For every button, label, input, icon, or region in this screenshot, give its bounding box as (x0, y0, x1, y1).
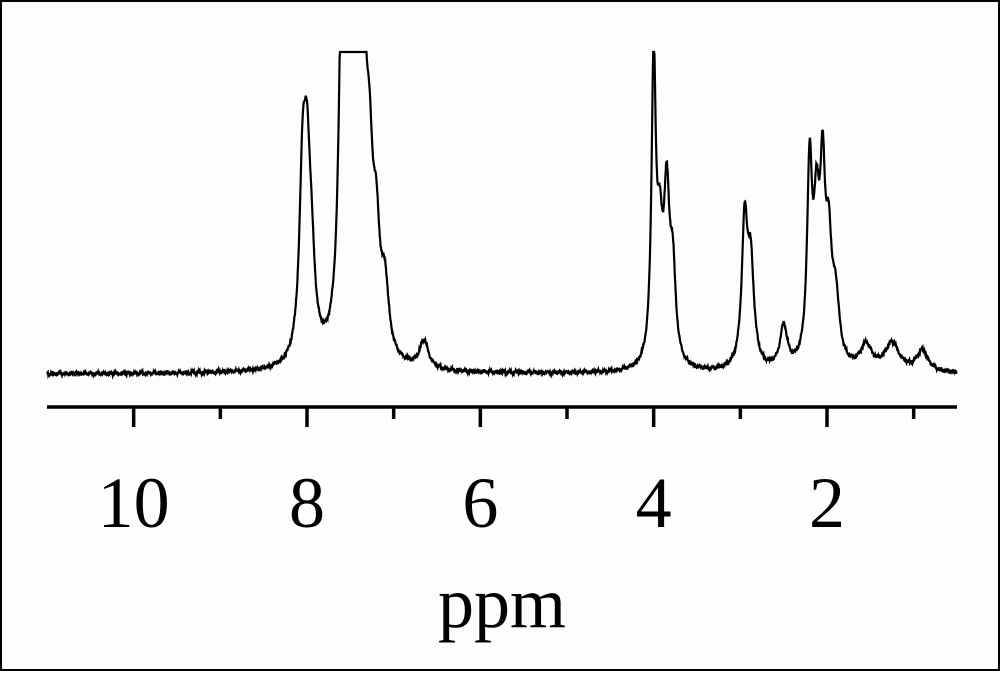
x-axis-label: ppm (438, 562, 566, 645)
nmr-figure: 10 8 6 4 2 ppm (0, 0, 1000, 671)
x-tick-label: 2 (809, 462, 845, 545)
x-tick-label: 6 (462, 462, 498, 545)
x-tick-label: 4 (636, 462, 672, 545)
x-tick-label: 8 (289, 462, 325, 545)
spectrum-trace (47, 52, 957, 376)
x-tick-label: 10 (98, 462, 170, 545)
